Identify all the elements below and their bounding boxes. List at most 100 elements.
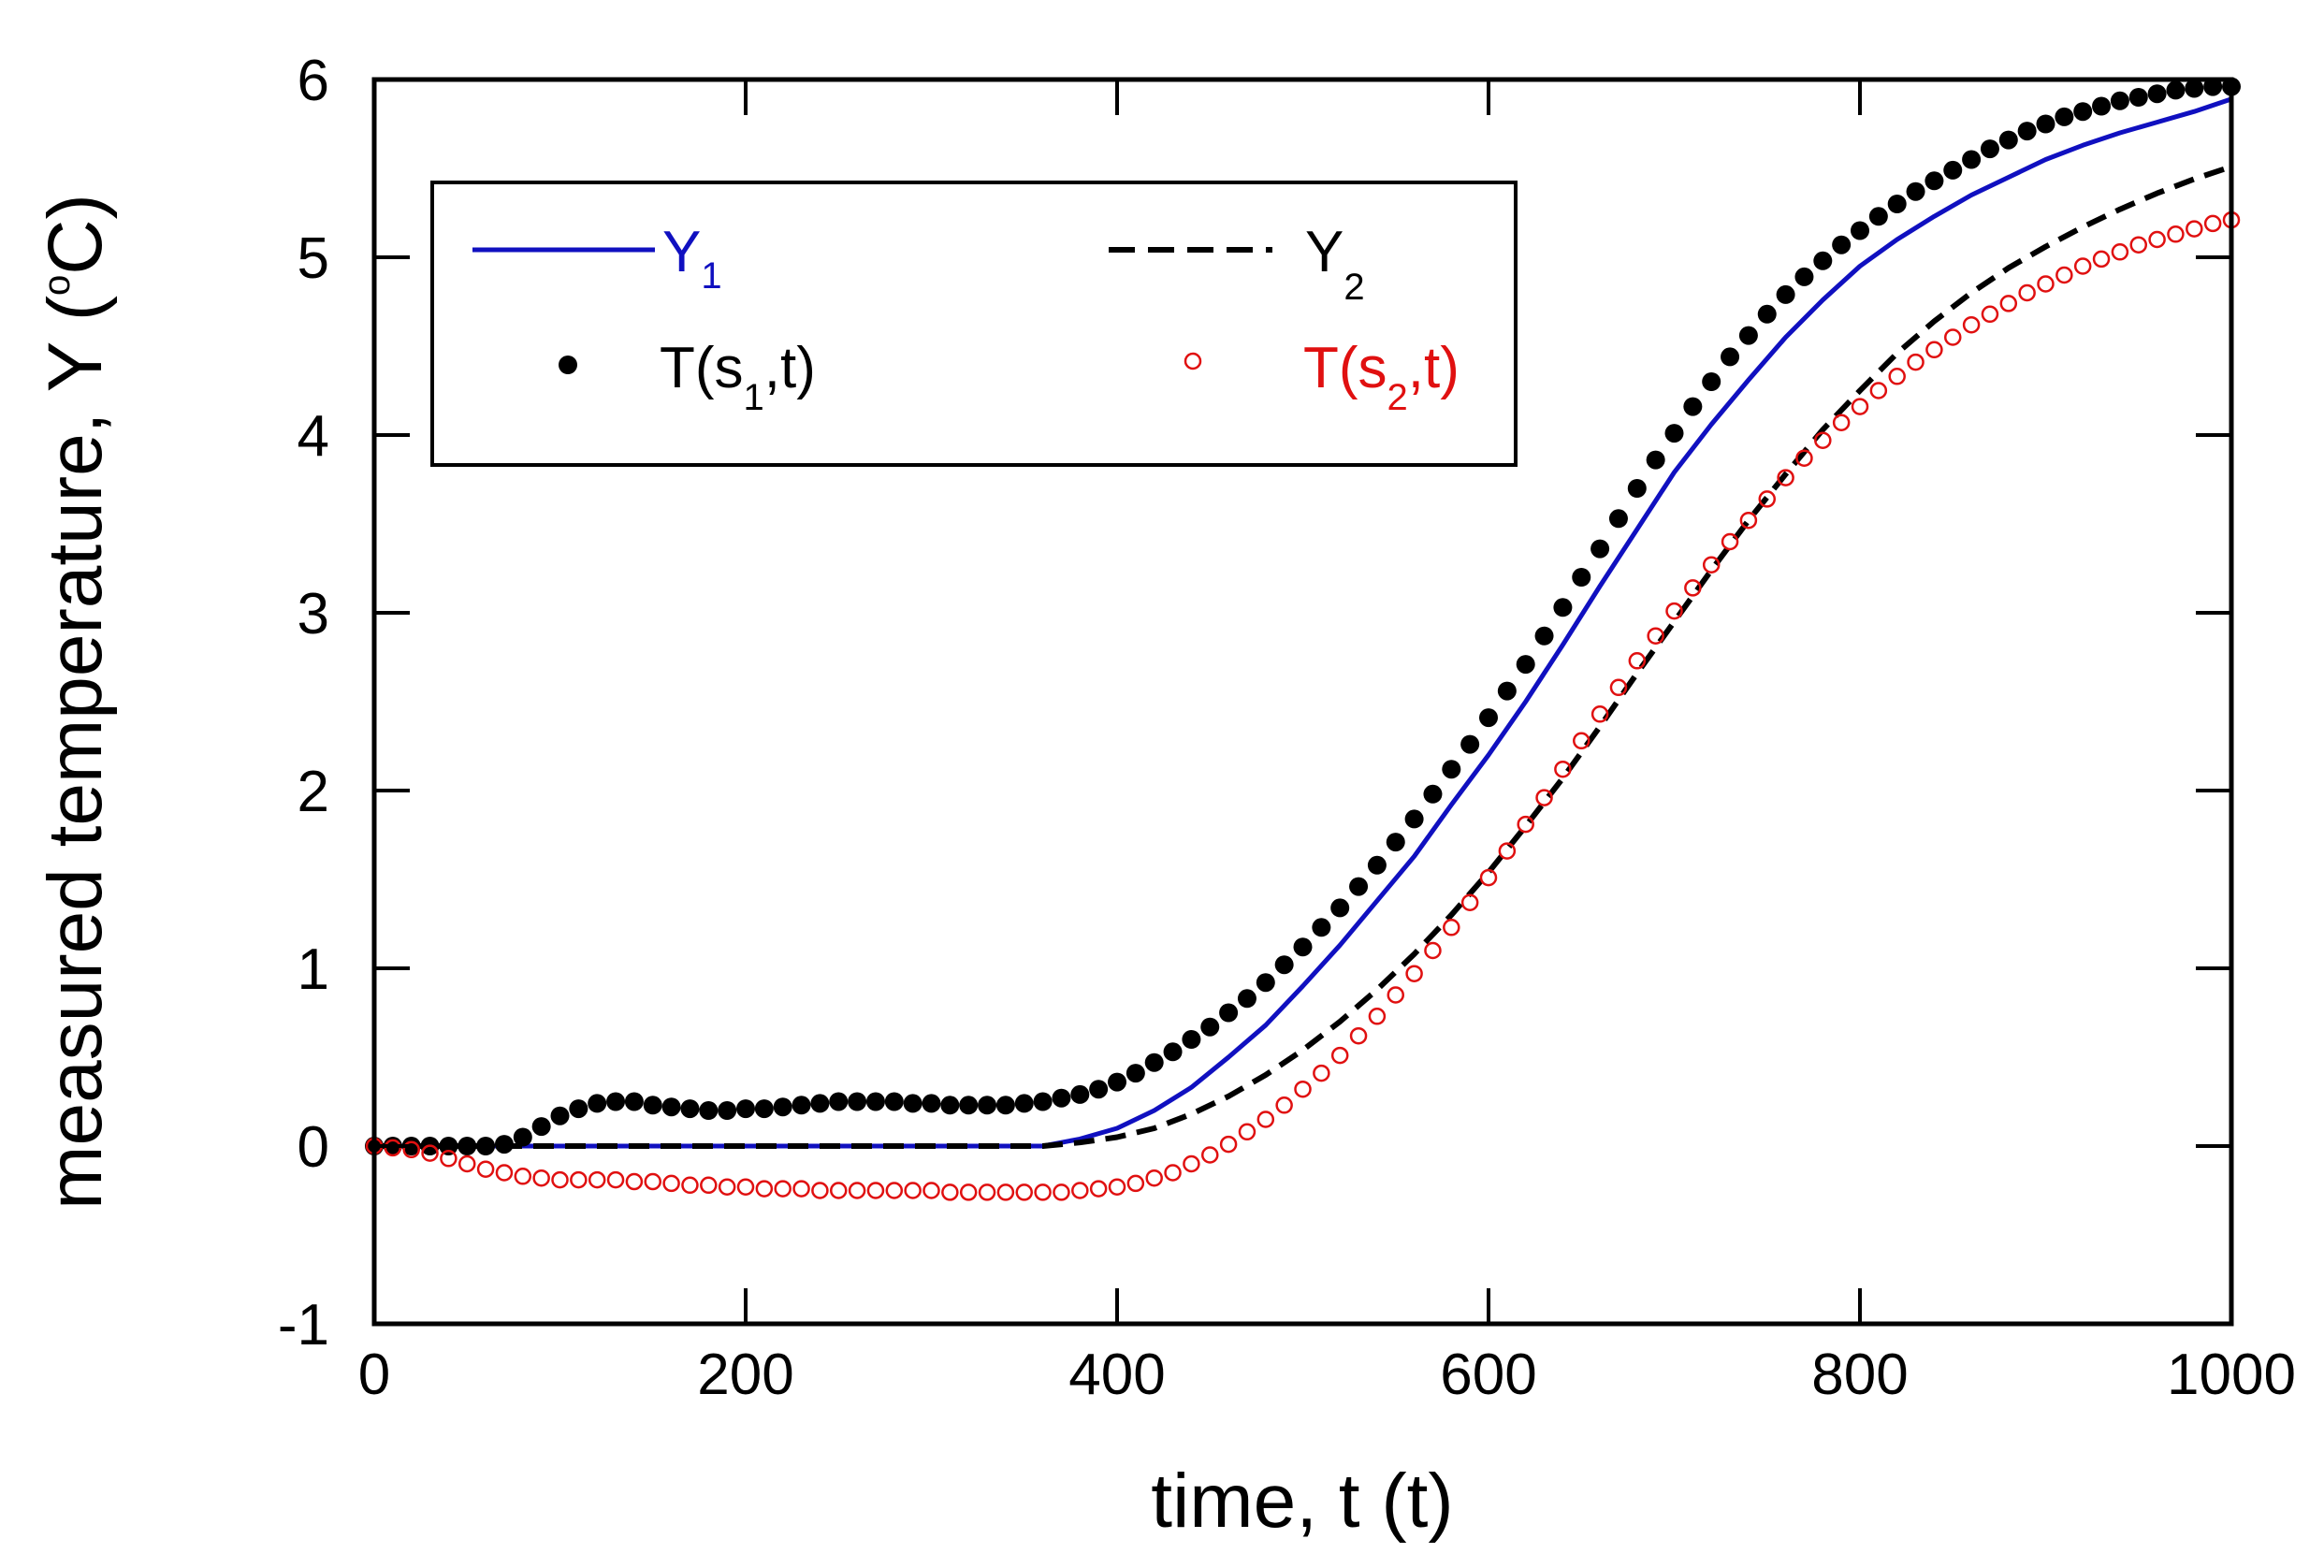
point-t-s1-t [718, 1101, 737, 1120]
point-t-s1-t [1349, 877, 1369, 896]
point-t-s1-t [1442, 760, 1461, 779]
point-t-s2-t [1962, 315, 1981, 334]
point-t-s2-t [1907, 353, 1925, 371]
point-t-s1-t [2092, 96, 2112, 116]
point-t-s2-t [2055, 266, 2073, 284]
point-t-s2-t [1089, 1180, 1108, 1198]
point-t-s2-t [755, 1180, 774, 1198]
point-t-s1-t [1738, 326, 1758, 345]
point-t-s2-t [904, 1182, 922, 1199]
y-tick-label: 1 [298, 937, 329, 1002]
point-t-s1-t [1423, 784, 1443, 804]
point-t-s2-t [848, 1182, 866, 1199]
point-t-s2-t [1126, 1174, 1145, 1193]
point-t-s1-t [2185, 79, 2204, 98]
point-t-s1-t [1702, 372, 1721, 391]
point-t-s2-t [1535, 789, 1553, 806]
legend-entry-t1: T(s1,t) [559, 336, 816, 418]
point-t-s2-t [1183, 1154, 1200, 1173]
point-t-s1-t [1256, 973, 1275, 993]
y-tick-label: -1 [278, 1293, 329, 1357]
point-t-s2-t [1164, 1164, 1182, 1182]
point-t-s2-t [1108, 1178, 1126, 1196]
point-t-s2-t [1888, 368, 1906, 385]
x-tick-label: 800 [1811, 1343, 1908, 1407]
y-tick-label: 3 [298, 582, 329, 646]
point-t-s1-t [995, 1096, 1015, 1115]
point-t-s2-t [681, 1176, 699, 1195]
point-t-s1-t [624, 1092, 644, 1111]
point-t-s2-t [551, 1170, 569, 1189]
point-t-s1-t [1962, 150, 1982, 169]
legend-label-y2: Y2 [1305, 220, 1365, 308]
point-t-s2-t [1814, 431, 1832, 449]
y-tick-label: 2 [298, 760, 329, 824]
point-t-s2-t [1647, 627, 1664, 645]
legend-box [430, 181, 1518, 467]
point-t-s2-t [2167, 225, 2185, 243]
point-t-s1-t [643, 1096, 662, 1115]
point-t-s1-t [792, 1096, 811, 1115]
series-line-y1 [374, 96, 2232, 1149]
point-t-s1-t [959, 1096, 979, 1115]
axis-ticks: 0 200 400 600 800 1000 -1 0 1 2 3 4 5 6 [278, 49, 2296, 1407]
point-t-s1-t [1274, 955, 1294, 975]
legend-entry-y2: Y2 [1109, 220, 1365, 308]
point-t-s2-t [662, 1174, 680, 1193]
point-t-s2-t [2018, 283, 2036, 302]
point-t-s2-t [996, 1183, 1015, 1201]
point-t-s2-t [1387, 986, 1404, 1004]
point-t-s1-t [531, 1117, 551, 1137]
point-t-s1-t [2128, 88, 2148, 107]
point-t-s1-t [1089, 1080, 1109, 1099]
y-tick-label: 5 [298, 226, 329, 291]
point-t-s1-t [2203, 77, 2223, 96]
point-t-s1-t [1219, 1003, 1239, 1023]
point-t-s2-t [1294, 1080, 1312, 1098]
point-t-s1-t [1943, 160, 1963, 180]
point-t-s2-t [866, 1182, 885, 1199]
point-t-s1-t [1200, 1017, 1220, 1037]
point-t-s1-t [661, 1097, 681, 1117]
legend: Y1 Y2 T(s1,t) T(s2,t) [430, 181, 1518, 467]
x-axis-title: time, t (t) [1151, 1459, 1453, 1544]
legend-entry-t2: T(s2,t) [1184, 336, 1460, 418]
point-t-s1-t [2166, 80, 2186, 100]
point-t-s2-t [1238, 1123, 1256, 1141]
point-t-s2-t [1590, 705, 1609, 723]
point-t-s2-t [402, 1140, 420, 1159]
point-t-s1-t [2110, 91, 2129, 110]
y-tick-label: 4 [298, 404, 329, 469]
point-t-s1-t [2017, 122, 2037, 141]
point-t-s2-t [1925, 341, 1943, 359]
point-t-s1-t [1108, 1072, 1126, 1092]
point-t-s2-t [2092, 250, 2111, 269]
point-t-s1-t [922, 1094, 941, 1113]
point-t-s2-t [736, 1178, 755, 1196]
point-t-s1-t [1497, 681, 1517, 701]
point-t-s1-t [736, 1099, 755, 1119]
point-t-s1-t [1404, 809, 1424, 829]
point-t-s2-t [1869, 382, 1888, 399]
x-tick-label: 400 [1068, 1343, 1165, 1407]
legend-entry-y1: Y1 [472, 220, 722, 297]
point-t-s2-t [476, 1160, 495, 1178]
point-t-s2-t [1368, 1008, 1387, 1025]
series-line-y2 [374, 164, 2232, 1149]
legend-label-t2: T(s2,t) [1303, 336, 1460, 418]
point-t-s1-t [1144, 1053, 1164, 1072]
point-t-s2-t [1405, 965, 1423, 982]
point-t-s2-t [1554, 760, 1572, 778]
point-t-s2-t [1015, 1183, 1033, 1201]
legend-swatch-t2 [1184, 352, 1202, 370]
point-t-s2-t [514, 1168, 532, 1185]
point-t-s2-t [700, 1176, 718, 1195]
point-t-s2-t [421, 1144, 439, 1162]
point-t-s2-t [1219, 1135, 1238, 1154]
point-t-s1-t [903, 1094, 922, 1113]
point-t-s1-t [884, 1092, 904, 1111]
plot-area-frame [371, 77, 2234, 1327]
point-t-s1-t [829, 1092, 849, 1111]
point-t-s2-t [1981, 305, 1999, 324]
point-t-s2-t [1609, 678, 1628, 697]
